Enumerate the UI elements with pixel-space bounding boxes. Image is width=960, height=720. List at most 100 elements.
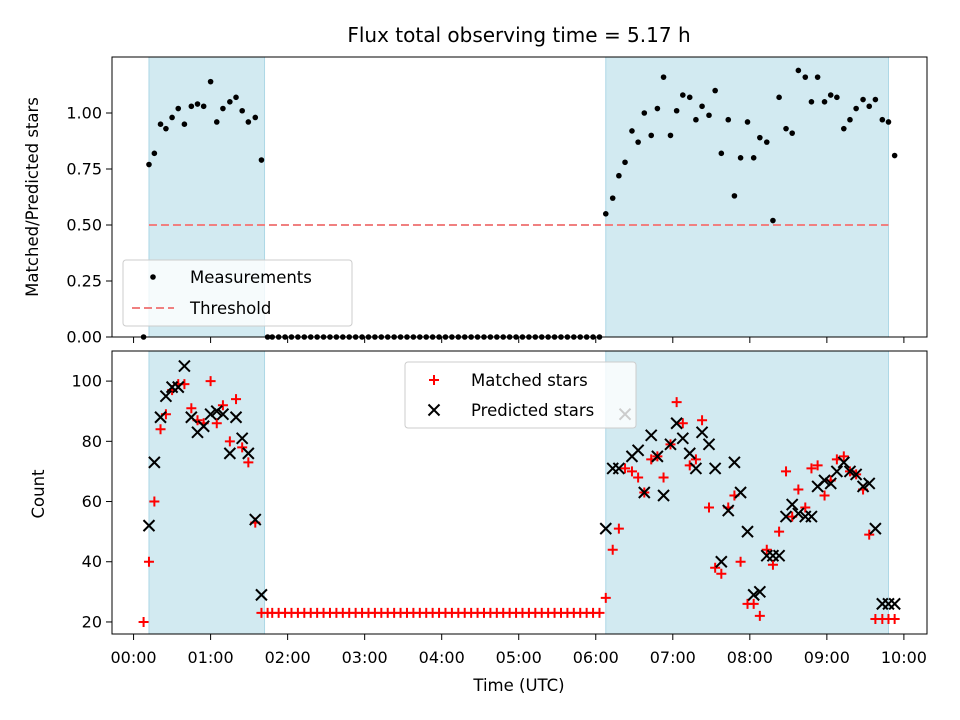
matched-star-point bbox=[237, 442, 248, 453]
measurement-point bbox=[616, 172, 622, 179]
measurement-point bbox=[635, 139, 641, 145]
predicted-star-point bbox=[249, 513, 262, 526]
matched-star-point bbox=[613, 523, 624, 534]
measurement-point bbox=[233, 94, 239, 101]
predicted-star-point bbox=[651, 450, 664, 463]
measurement-point bbox=[718, 150, 725, 157]
measurement-point bbox=[194, 101, 201, 107]
matched-star-point bbox=[889, 613, 900, 624]
measurement-point bbox=[757, 134, 763, 141]
x-tick-label: 07:00 bbox=[650, 648, 696, 667]
predicted-star-point bbox=[670, 417, 683, 430]
x-tick-label: 01:00 bbox=[188, 648, 234, 667]
predicted-star-point bbox=[599, 522, 612, 535]
measurement-point bbox=[163, 125, 169, 132]
x-tick-label: 09:00 bbox=[804, 648, 850, 667]
measurement-point bbox=[885, 119, 892, 125]
predicted-star-point bbox=[657, 489, 670, 502]
measurement-point bbox=[853, 105, 859, 112]
count-panel: 20 40 60 80 100 00:00 01:00 02:00 03:00 04:00 05:0… bbox=[71, 350, 928, 667]
measurement-point bbox=[667, 132, 674, 139]
y-axis-label-count: Count bbox=[29, 469, 48, 519]
y-tick-label: 0.75 bbox=[66, 160, 102, 179]
matched-star-point bbox=[677, 418, 688, 429]
predicted-star-point bbox=[728, 456, 741, 469]
measurement-point bbox=[841, 125, 847, 132]
predicted-star-point bbox=[638, 486, 651, 499]
measurement-point bbox=[802, 74, 809, 80]
predicted-star-point bbox=[785, 498, 799, 511]
matched-star-point bbox=[819, 490, 830, 501]
predicted-star-point bbox=[741, 525, 754, 538]
matched-star-point bbox=[633, 472, 644, 483]
matched-star-point bbox=[243, 457, 254, 468]
measurement-point bbox=[207, 78, 214, 85]
axes-frame bbox=[111, 56, 928, 338]
measurement-point bbox=[693, 116, 699, 123]
matched-star-point bbox=[231, 394, 242, 405]
predicted-star-point bbox=[734, 486, 747, 499]
predicted-star-point bbox=[210, 405, 223, 418]
predicted-star-point bbox=[185, 411, 198, 424]
y-tick-label: 80 bbox=[82, 432, 102, 451]
matched-star-point bbox=[138, 616, 149, 627]
matched-star-point bbox=[186, 403, 197, 414]
measurement-point bbox=[686, 94, 693, 101]
legend-box bbox=[404, 361, 637, 429]
matched-star-point bbox=[607, 544, 618, 555]
predicted-star-point bbox=[772, 549, 786, 562]
measurement-point bbox=[609, 195, 616, 201]
predicted-star-point bbox=[843, 465, 857, 478]
matched-star-point bbox=[793, 484, 804, 495]
predicted-star-point bbox=[612, 462, 626, 475]
predicted-star-point bbox=[722, 504, 735, 517]
measurement-point bbox=[648, 132, 655, 139]
predicted-star-point bbox=[830, 465, 844, 478]
measurement-point bbox=[151, 150, 158, 157]
measurement-point bbox=[660, 74, 667, 80]
matched-star-point bbox=[781, 466, 792, 477]
y-axis-label-ratio: Matched/Predicted stars bbox=[23, 97, 42, 297]
predicted-star-point bbox=[235, 432, 249, 445]
y-tick-label: 0.50 bbox=[66, 216, 102, 235]
measurement-point bbox=[622, 159, 628, 166]
predicted-star-point bbox=[223, 447, 237, 460]
predicted-star-point bbox=[154, 411, 167, 424]
predicted-star-point bbox=[689, 462, 703, 475]
measurement-point bbox=[169, 114, 175, 121]
measurement-point bbox=[699, 103, 705, 110]
predicted-star-point bbox=[708, 462, 722, 475]
x-axis-label: Time (UTC) bbox=[472, 676, 564, 695]
measurement-point bbox=[213, 119, 220, 125]
measurement-point bbox=[814, 74, 821, 80]
matched-star-point bbox=[748, 598, 759, 609]
measurement-point bbox=[175, 105, 182, 112]
measurement-point bbox=[673, 107, 680, 114]
measurement-point bbox=[795, 67, 802, 74]
measurement-point bbox=[744, 119, 751, 125]
y-tick-label: 20 bbox=[82, 612, 102, 631]
measurement-point bbox=[891, 152, 898, 159]
predicted-star-point bbox=[818, 474, 831, 487]
matched-star-point bbox=[658, 472, 669, 483]
predicted-star-point bbox=[824, 477, 837, 490]
predicted-star-point bbox=[792, 507, 805, 520]
matched-star-point bbox=[690, 454, 701, 465]
predicted-star-point bbox=[216, 408, 230, 421]
measurement-point bbox=[821, 99, 828, 105]
x-tick-label: 10:00 bbox=[881, 648, 927, 667]
measurement-point bbox=[181, 121, 188, 127]
predicted-star-point bbox=[837, 456, 851, 469]
measurement-point bbox=[763, 139, 770, 145]
measurement-point bbox=[834, 94, 840, 101]
legend-threshold-label: Threshold bbox=[189, 299, 271, 318]
measurement-point bbox=[245, 119, 252, 125]
predicted-star-point bbox=[172, 380, 185, 394]
measurement-point bbox=[188, 103, 195, 110]
predicted-star-point bbox=[159, 389, 173, 403]
matched-star-point bbox=[735, 556, 746, 567]
y-tick-label: 0.25 bbox=[66, 272, 102, 291]
measurement-point bbox=[789, 130, 795, 136]
matched-star-point bbox=[716, 568, 727, 579]
measurement-point bbox=[725, 116, 732, 123]
